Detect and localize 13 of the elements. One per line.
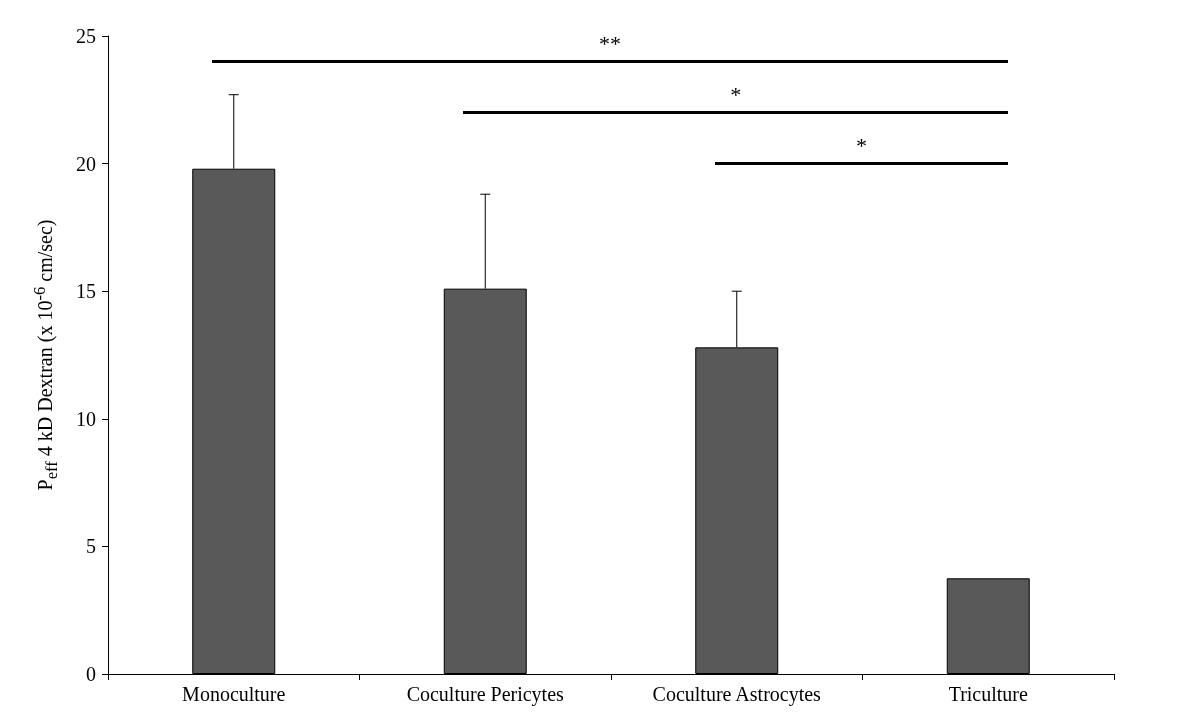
y-tick-label: 10 xyxy=(76,407,96,430)
x-tick-label: Coculture Astrocytes xyxy=(652,683,822,706)
annotation: * xyxy=(730,82,742,108)
y-tick-label: 20 xyxy=(76,152,96,175)
y-tick-label: 15 xyxy=(76,280,96,303)
y-tick-label: 0 xyxy=(86,663,96,685)
y-tick-label: 5 xyxy=(86,535,96,558)
annotation: * xyxy=(856,133,867,159)
annotation: ** xyxy=(599,31,621,57)
y-tick-label: 25 xyxy=(76,25,96,47)
x-tick-label: Triculture xyxy=(948,683,1028,705)
x-tick-label: Monoculture xyxy=(182,683,286,705)
x-tick-label: Coculture Pericytes xyxy=(406,683,565,706)
